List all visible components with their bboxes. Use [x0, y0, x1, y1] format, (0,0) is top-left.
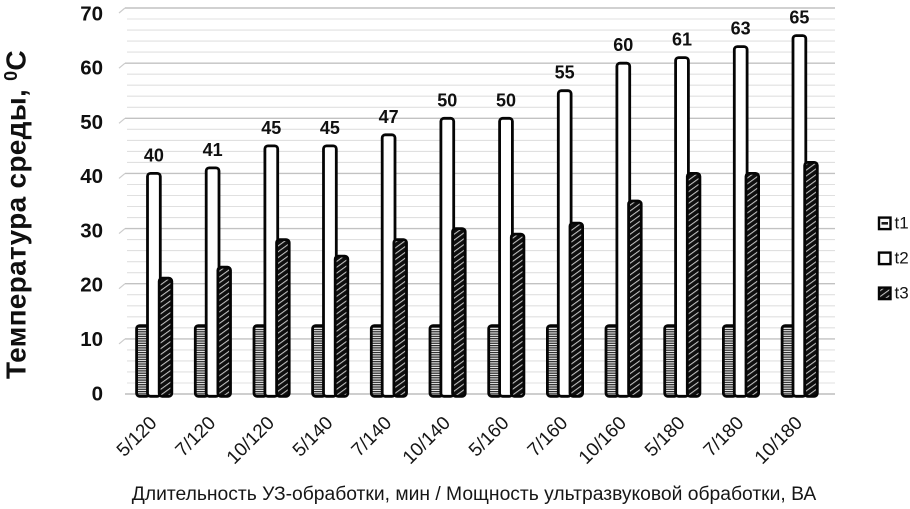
svg-text:63: 63: [731, 19, 751, 39]
svg-text:60: 60: [613, 35, 633, 55]
svg-text:60: 60: [80, 57, 103, 80]
svg-text:41: 41: [203, 140, 223, 160]
svg-text:45: 45: [261, 118, 281, 138]
svg-text:Температура среды, 0С: Температура среды, 0С: [1, 50, 32, 379]
svg-text:50: 50: [80, 111, 103, 134]
svg-text:47: 47: [379, 107, 399, 127]
svg-text:70: 70: [80, 2, 103, 25]
svg-text:40: 40: [80, 165, 103, 188]
svg-text:50: 50: [496, 90, 516, 110]
svg-text:40: 40: [144, 145, 164, 165]
svg-text:Длительность УЗ-обработки, мин: Длительность УЗ-обработки, мин / Мощност…: [132, 484, 817, 505]
svg-text:45: 45: [320, 118, 340, 138]
svg-text:61: 61: [672, 30, 692, 50]
svg-text:65: 65: [789, 8, 809, 28]
svg-text:t2: t2: [895, 249, 909, 268]
svg-text:10: 10: [80, 328, 103, 351]
svg-text:20: 20: [80, 274, 103, 297]
svg-text:30: 30: [80, 220, 103, 243]
svg-text:50: 50: [437, 90, 457, 110]
svg-text:55: 55: [555, 63, 575, 83]
svg-text:t3: t3: [895, 284, 909, 303]
svg-text:0: 0: [92, 382, 103, 405]
svg-text:t1: t1: [895, 214, 909, 233]
